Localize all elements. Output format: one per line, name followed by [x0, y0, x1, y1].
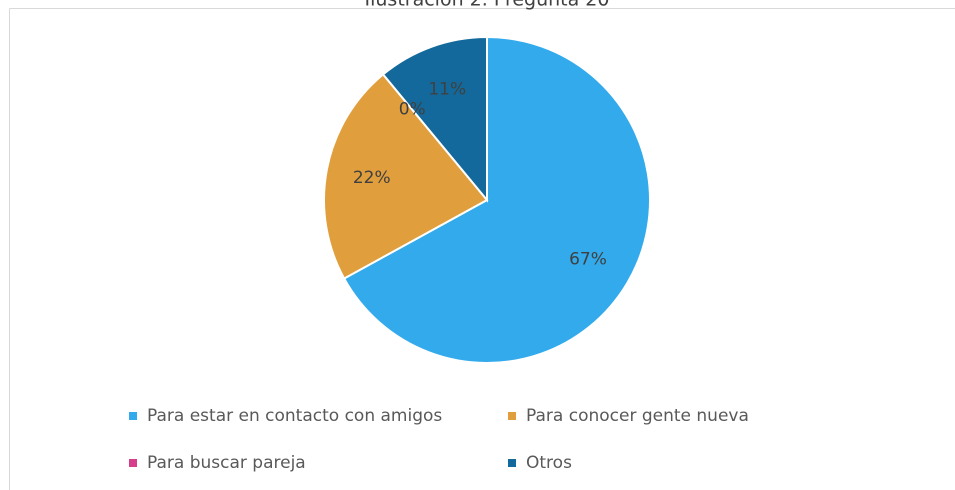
data-label: 67%: [569, 250, 607, 270]
data-label: 11%: [428, 80, 466, 100]
legend-marker: [129, 459, 137, 467]
legend-marker: [508, 412, 516, 420]
data-label: 22%: [353, 168, 391, 188]
legend-marker: [508, 459, 516, 467]
data-label: 0%: [399, 100, 426, 120]
legend-marker: [129, 412, 137, 420]
chart-title: Ilustración 2. Pregunta 20: [365, 0, 610, 11]
pie-slice: [342, 35, 651, 364]
legend-label: Para conocer gente nueva: [526, 406, 749, 426]
pie-slice: [381, 35, 488, 203]
pie-slice: [323, 72, 489, 280]
legend-label: Para estar en contacto con amigos: [147, 406, 442, 426]
legend-label: Para buscar pareja: [147, 453, 306, 473]
legend-label: Otros: [526, 453, 572, 473]
